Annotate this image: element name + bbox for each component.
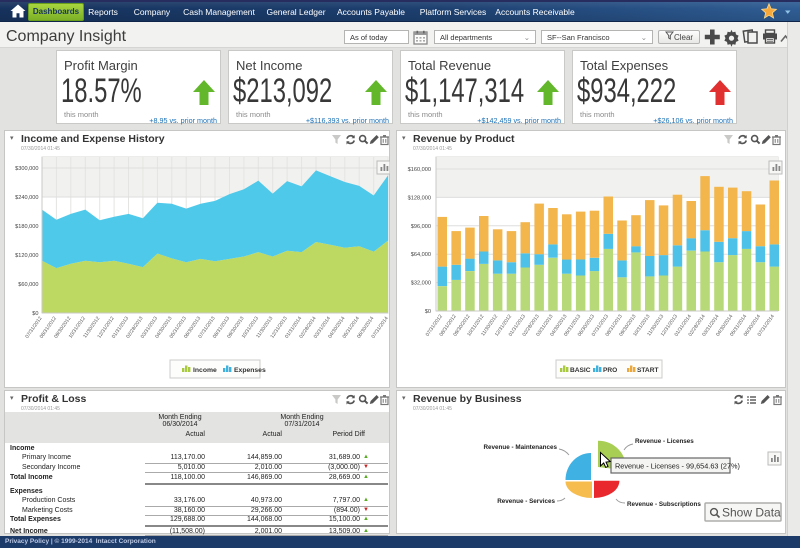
svg-text:Revenue - Services: Revenue - Services bbox=[497, 498, 555, 505]
svg-text:$120,000: $120,000 bbox=[15, 253, 38, 259]
svg-text:$240,000: $240,000 bbox=[15, 195, 38, 201]
svg-text:$160,000: $160,000 bbox=[408, 167, 431, 173]
svg-text:$32,000: $32,000 bbox=[411, 281, 431, 287]
svg-text:$64,000: $64,000 bbox=[411, 252, 431, 258]
svg-text:$300,000: $300,000 bbox=[15, 166, 38, 172]
svg-text:START: START bbox=[637, 367, 659, 374]
svg-text:Revenue - Licenses: Revenue - Licenses bbox=[635, 438, 694, 445]
svg-text:Expenses: Expenses bbox=[234, 367, 266, 374]
svg-text:Income: Income bbox=[193, 367, 217, 374]
svg-text:$0: $0 bbox=[32, 311, 38, 317]
svg-text:Revenue - Maintenances: Revenue - Maintenances bbox=[484, 444, 558, 451]
svg-text:$128,000: $128,000 bbox=[408, 195, 431, 201]
svg-text:Show Data: Show Data bbox=[722, 506, 781, 520]
svg-text:BASIC: BASIC bbox=[570, 367, 591, 374]
svg-text:$60,000: $60,000 bbox=[18, 282, 38, 288]
svg-text:PRO: PRO bbox=[603, 367, 617, 374]
svg-text:Revenue - Subscriptions: Revenue - Subscriptions bbox=[627, 501, 701, 508]
svg-text:$180,000: $180,000 bbox=[15, 224, 38, 230]
svg-text:Revenue - Licenses - 99,654.63: Revenue - Licenses - 99,654.63 (27%) bbox=[615, 462, 740, 471]
svg-text:$0: $0 bbox=[425, 309, 431, 315]
svg-text:$96,000: $96,000 bbox=[411, 224, 431, 230]
